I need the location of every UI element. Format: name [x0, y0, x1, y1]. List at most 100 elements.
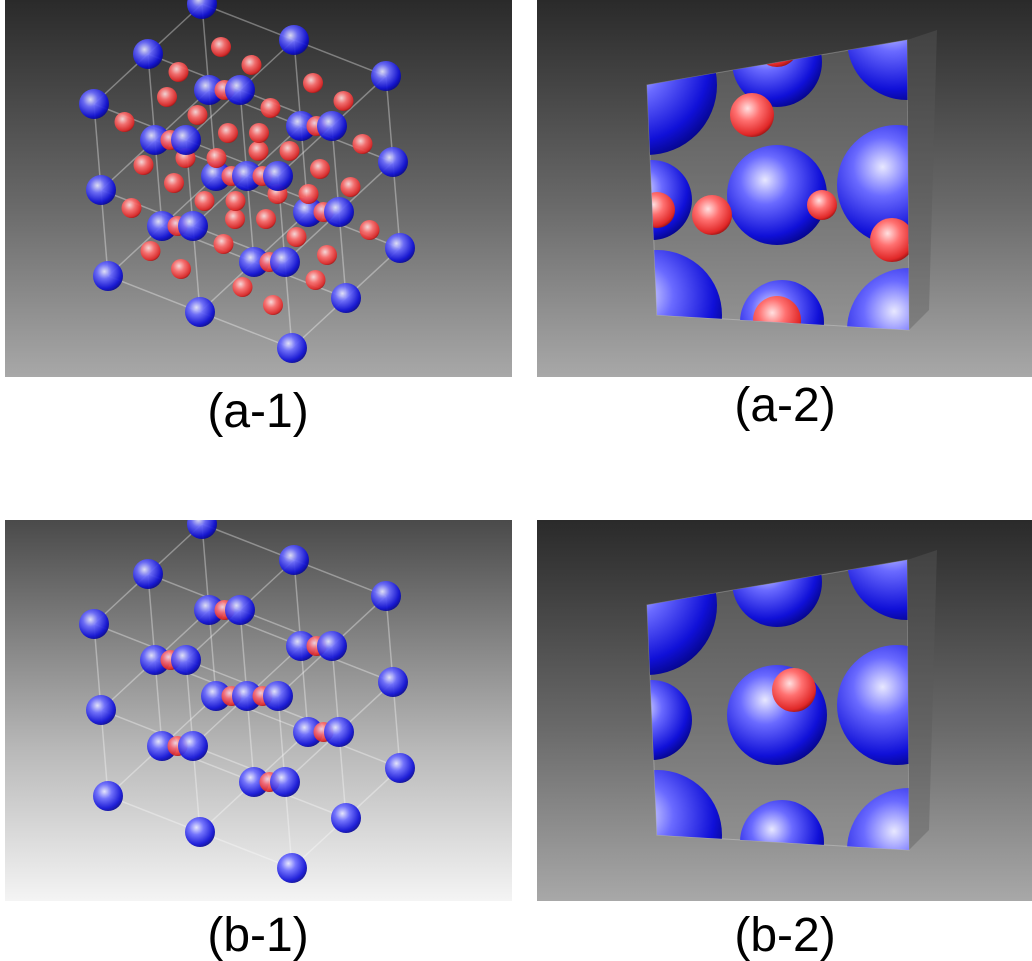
blue-sphere — [317, 631, 347, 661]
blue-sphere — [93, 781, 123, 811]
blue-sphere — [187, 0, 217, 19]
blue-cut-sphere — [727, 145, 827, 245]
blue-sphere — [79, 89, 109, 119]
blue-sphere — [140, 125, 170, 155]
render-a2 — [537, 0, 1032, 377]
blue-sphere — [178, 211, 208, 241]
cube-side — [907, 550, 937, 850]
blue-sphere — [324, 197, 354, 227]
red-sphere — [225, 191, 246, 211]
blue-cut-sphere — [847, 560, 909, 620]
red-sphere — [286, 227, 307, 247]
blue-sphere — [86, 175, 116, 205]
blue-sphere — [147, 731, 177, 761]
red-sphere — [194, 191, 215, 211]
render-a1 — [5, 0, 512, 377]
red-sphere — [333, 91, 354, 111]
blue-sphere — [263, 161, 293, 191]
red-sphere — [753, 296, 801, 330]
blue-sphere — [371, 61, 401, 91]
red-sphere — [298, 184, 319, 204]
red-sphere — [225, 209, 245, 229]
blue-sphere — [371, 581, 401, 611]
red-sphere — [232, 277, 253, 297]
red-sphere — [213, 234, 234, 254]
blue-cut-sphere — [647, 680, 692, 760]
blue-sphere — [201, 681, 231, 711]
blue-cut-sphere — [837, 645, 909, 765]
blue-cut-sphere — [740, 800, 824, 850]
blue-sphere — [178, 731, 208, 761]
blue-cut-sphere — [847, 40, 909, 100]
red-sphere — [870, 218, 909, 262]
blue-sphere — [171, 645, 201, 675]
red-sphere — [157, 87, 177, 107]
red-sphere — [260, 98, 281, 118]
blue-sphere — [277, 853, 307, 883]
blue-cut-sphere — [847, 268, 909, 330]
blue-sphere — [225, 595, 255, 625]
red-sphere — [114, 112, 135, 132]
blue-sphere — [239, 247, 269, 277]
red-sphere — [121, 198, 142, 218]
red-sphere — [256, 209, 276, 229]
red-sphere — [164, 173, 184, 193]
red-sphere — [317, 245, 337, 265]
blue-sphere — [385, 753, 415, 783]
caption: (a-1) — [207, 385, 309, 438]
blue-sphere — [201, 161, 231, 191]
blue-sphere — [378, 667, 408, 697]
caption: (a-2) — [734, 379, 836, 432]
caption: (b-2) — [734, 909, 836, 961]
blue-sphere — [378, 147, 408, 177]
blue-sphere — [232, 681, 262, 711]
red-sphere — [241, 55, 262, 75]
blue-sphere — [277, 333, 307, 363]
blue-sphere — [324, 717, 354, 747]
blue-sphere — [185, 817, 215, 847]
blue-sphere — [293, 717, 323, 747]
red-sphere — [140, 241, 161, 261]
blue-sphere — [293, 197, 323, 227]
red-sphere — [807, 190, 837, 220]
blue-sphere — [79, 609, 109, 639]
background — [5, 520, 512, 901]
red-sphere — [310, 159, 330, 179]
red-sphere — [305, 270, 326, 290]
blue-sphere — [263, 681, 293, 711]
blue-sphere — [270, 767, 300, 797]
red-sphere — [211, 37, 231, 57]
blue-cut-sphere — [847, 788, 909, 850]
red-sphere — [730, 93, 774, 137]
blue-cut-sphere — [647, 770, 722, 850]
blue-sphere — [187, 520, 217, 539]
blue-sphere — [194, 595, 224, 625]
blue-sphere — [385, 233, 415, 263]
blue-sphere — [279, 25, 309, 55]
blue-sphere — [232, 161, 262, 191]
cube-side — [907, 30, 937, 330]
blue-sphere — [331, 803, 361, 833]
red-sphere — [168, 62, 189, 82]
blue-sphere — [239, 767, 269, 797]
red-sphere — [692, 195, 732, 235]
red-sphere — [772, 668, 816, 712]
red-sphere — [133, 155, 154, 175]
blue-sphere — [86, 695, 116, 725]
blue-sphere — [140, 645, 170, 675]
red-sphere — [279, 141, 300, 161]
blue-sphere — [147, 211, 177, 241]
caption: (b-1) — [207, 909, 309, 961]
blue-sphere — [133, 559, 163, 589]
blue-sphere — [331, 283, 361, 313]
red-sphere — [171, 259, 191, 279]
blue-sphere — [286, 631, 316, 661]
red-sphere — [340, 177, 361, 197]
red-sphere — [303, 73, 323, 93]
red-sphere — [218, 123, 238, 143]
blue-sphere — [270, 247, 300, 277]
render-b2 — [537, 520, 1032, 901]
red-sphere — [206, 148, 227, 168]
blue-sphere — [317, 111, 347, 141]
